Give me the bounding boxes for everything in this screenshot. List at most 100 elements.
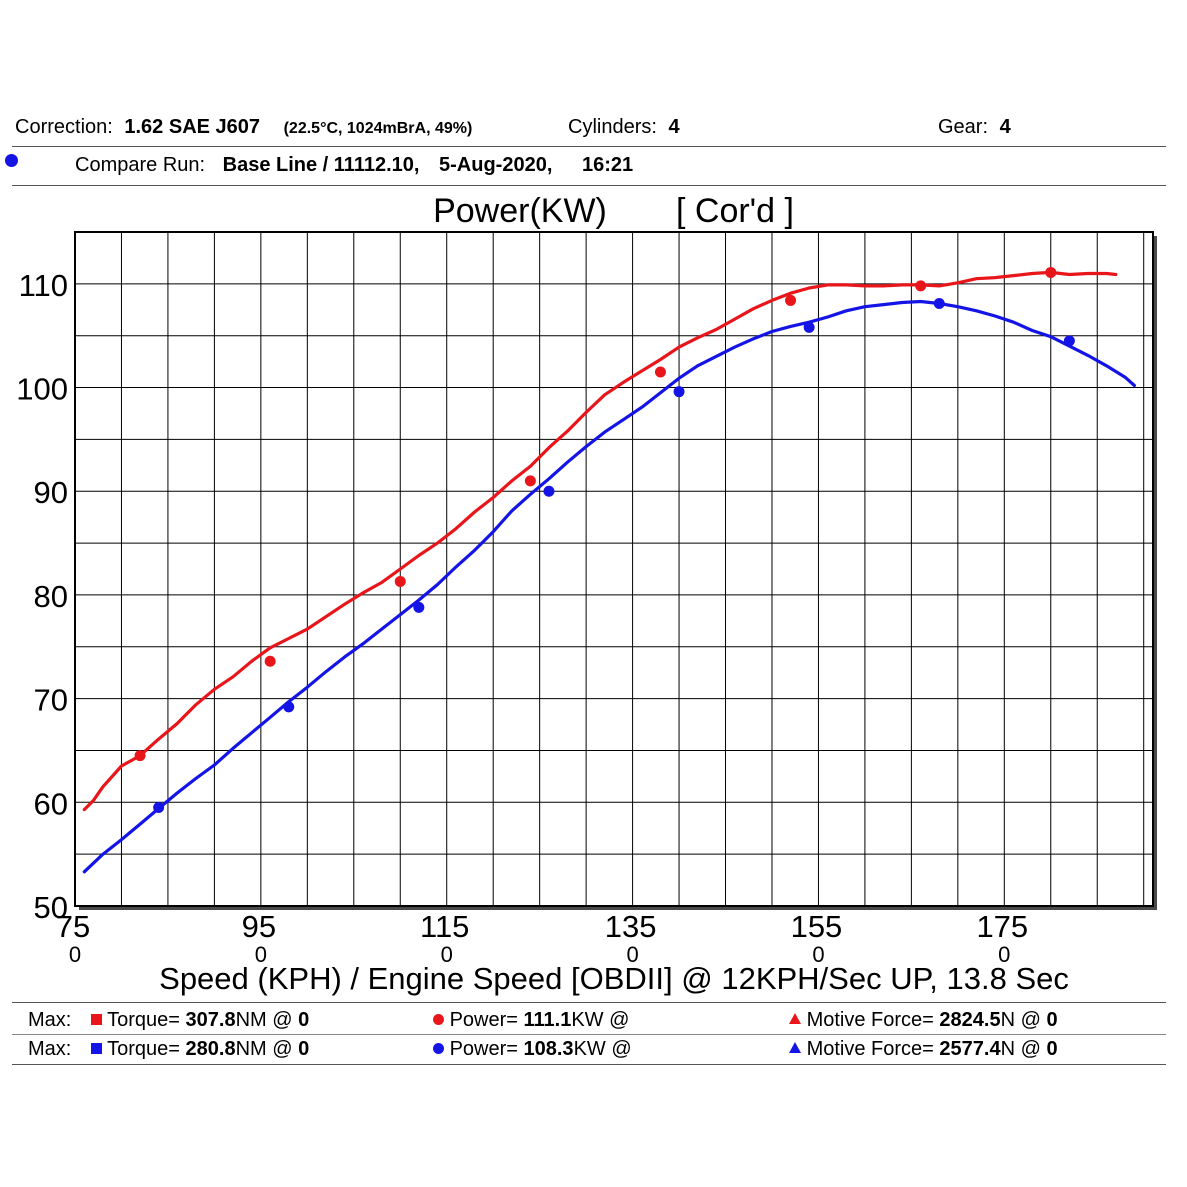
footer-divider-top: [12, 1002, 1166, 1003]
x-tick-secondary-label: 0: [69, 942, 81, 967]
series-marker-red: [394, 575, 406, 587]
compare-run-value: Base Line / 11112.10,: [222, 154, 420, 176]
red-triangle-icon: [789, 1013, 801, 1024]
force-at: 0: [1046, 1038, 1058, 1060]
power-unit: KW @: [571, 1009, 630, 1031]
force-label: Motive Force=: [806, 1009, 934, 1031]
footer-row-1-force: Motive Force= 2824.5N @ 0: [789, 1009, 1058, 1032]
torque-unit: NM @: [235, 1009, 293, 1031]
plot-area: [74, 231, 1154, 907]
cylinders-value: 4: [668, 116, 680, 138]
torque-label: Torque=: [107, 1038, 180, 1060]
y-tick-label: 80: [34, 579, 68, 614]
series-marker-blue: [673, 386, 685, 398]
series-marker-blue: [803, 321, 815, 333]
series-marker-red: [654, 366, 666, 378]
torque-at: 0: [298, 1038, 310, 1060]
series-line-blue: [82, 299, 1136, 874]
chart-series: [82, 266, 1136, 874]
y-tick-label: 90: [34, 475, 68, 510]
header-row-correction: Correction: 1.62 SAE J607 (22.5°C, 1024m…: [15, 116, 472, 139]
y-tick-label: 50: [34, 890, 68, 925]
cylinders-label: Cylinders:: [568, 116, 657, 138]
x-tick-label: 175: [976, 909, 1028, 944]
torque-unit: NM @: [235, 1038, 293, 1060]
compare-run-row: Compare Run: Base Line / 11112.10, 5-Aug…: [75, 154, 633, 177]
y-tick-label: 110: [19, 268, 68, 303]
torque-label: Torque=: [107, 1009, 180, 1031]
footer-divider-middle: [12, 1034, 1166, 1035]
y-tick-label: 60: [34, 786, 68, 821]
x-tick-secondary-label: 0: [998, 942, 1010, 967]
header-divider-top: [12, 146, 1166, 147]
x-axis-label: Speed (KPH) / Engine Speed [OBDII] @ 12K…: [159, 961, 1069, 996]
power-unit: KW @: [573, 1038, 632, 1060]
y-tick-label: 70: [34, 683, 68, 718]
power-value: 108.3: [523, 1038, 574, 1060]
torque-at: 0: [298, 1009, 310, 1031]
series-line-red: [82, 270, 1118, 812]
compare-run-dot-icon: [5, 154, 18, 167]
red-square-icon: [90, 1014, 102, 1025]
header-divider-bottom: [12, 185, 1166, 186]
max-label: Max:: [28, 1038, 72, 1060]
max-label: Max:: [28, 1009, 72, 1031]
chart-title: Power(KW): [433, 192, 607, 230]
series-marker-blue: [413, 601, 425, 613]
torque-value: 280.8: [185, 1038, 236, 1060]
compare-run-date: 5-Aug-2020,: [439, 154, 553, 176]
blue-square-icon: [90, 1043, 102, 1054]
force-unit: N @: [1000, 1009, 1041, 1031]
force-at: 0: [1046, 1009, 1058, 1031]
series-marker-blue: [543, 485, 555, 497]
x-tick-secondary-label: 0: [812, 942, 824, 967]
correction-value: 1.62 SAE J607: [124, 116, 261, 138]
force-label: Motive Force=: [806, 1038, 934, 1060]
series-marker-blue: [1063, 335, 1075, 347]
chart-subtitle: [ Cor'd ]: [676, 192, 794, 230]
y-tick-label: 100: [16, 372, 68, 407]
power-label: Power=: [449, 1038, 518, 1060]
x-tick-label: 95: [242, 909, 276, 944]
gear-value: 4: [999, 116, 1011, 138]
x-tick-secondary-label: 0: [626, 942, 638, 967]
force-unit: N @: [1000, 1038, 1041, 1060]
footer-row-2-power: Power= 108.3KW @: [433, 1038, 632, 1061]
power-value: 111.1: [523, 1009, 572, 1031]
series-marker-red: [915, 280, 927, 292]
blue-dot-icon: [433, 1043, 444, 1054]
compare-run-label: Compare Run:: [75, 154, 206, 176]
y-axis-ticks: 50 60 70 80 90 100 110: [16, 268, 68, 925]
series-marker-blue: [283, 701, 295, 713]
red-dot-icon: [433, 1014, 444, 1025]
series-marker-blue: [933, 298, 945, 310]
torque-value: 307.8: [185, 1009, 236, 1031]
x-tick-secondary-label: 0: [255, 942, 267, 967]
x-tick-label: 115: [420, 909, 469, 944]
gear-field: Gear: 4: [938, 116, 1011, 139]
correction-label: Correction:: [15, 116, 113, 138]
footer-row-2-force: Motive Force= 2577.4N @ 0: [789, 1038, 1058, 1061]
x-tick-label: 155: [791, 909, 843, 944]
gear-label: Gear:: [938, 116, 989, 138]
series-marker-red: [1045, 266, 1057, 278]
power-label: Power=: [449, 1009, 518, 1031]
series-marker-red: [134, 750, 146, 762]
chart-grid: [75, 232, 1153, 906]
blue-triangle-icon: [789, 1042, 801, 1053]
x-tick-secondary-label: 0: [441, 942, 453, 967]
series-marker-red: [264, 655, 276, 667]
cylinders-field: Cylinders: 4: [568, 116, 680, 139]
footer-row-1-power: Power= 111.1KW @: [433, 1009, 629, 1032]
conditions-text: (22.5°C, 1024mBrA, 49%): [283, 120, 473, 137]
x-tick-label: 75: [56, 909, 90, 944]
footer-row-1-torque: Max: Torque= 307.8NM @ 0: [28, 1009, 309, 1032]
force-value: 2577.4: [939, 1038, 1001, 1060]
x-tick-label: 135: [605, 909, 657, 944]
series-marker-red: [524, 475, 536, 487]
series-marker-blue: [153, 801, 165, 813]
footer-row-2-torque: Max: Torque= 280.8NM @ 0: [28, 1038, 309, 1061]
force-value: 2824.5: [939, 1009, 1001, 1031]
